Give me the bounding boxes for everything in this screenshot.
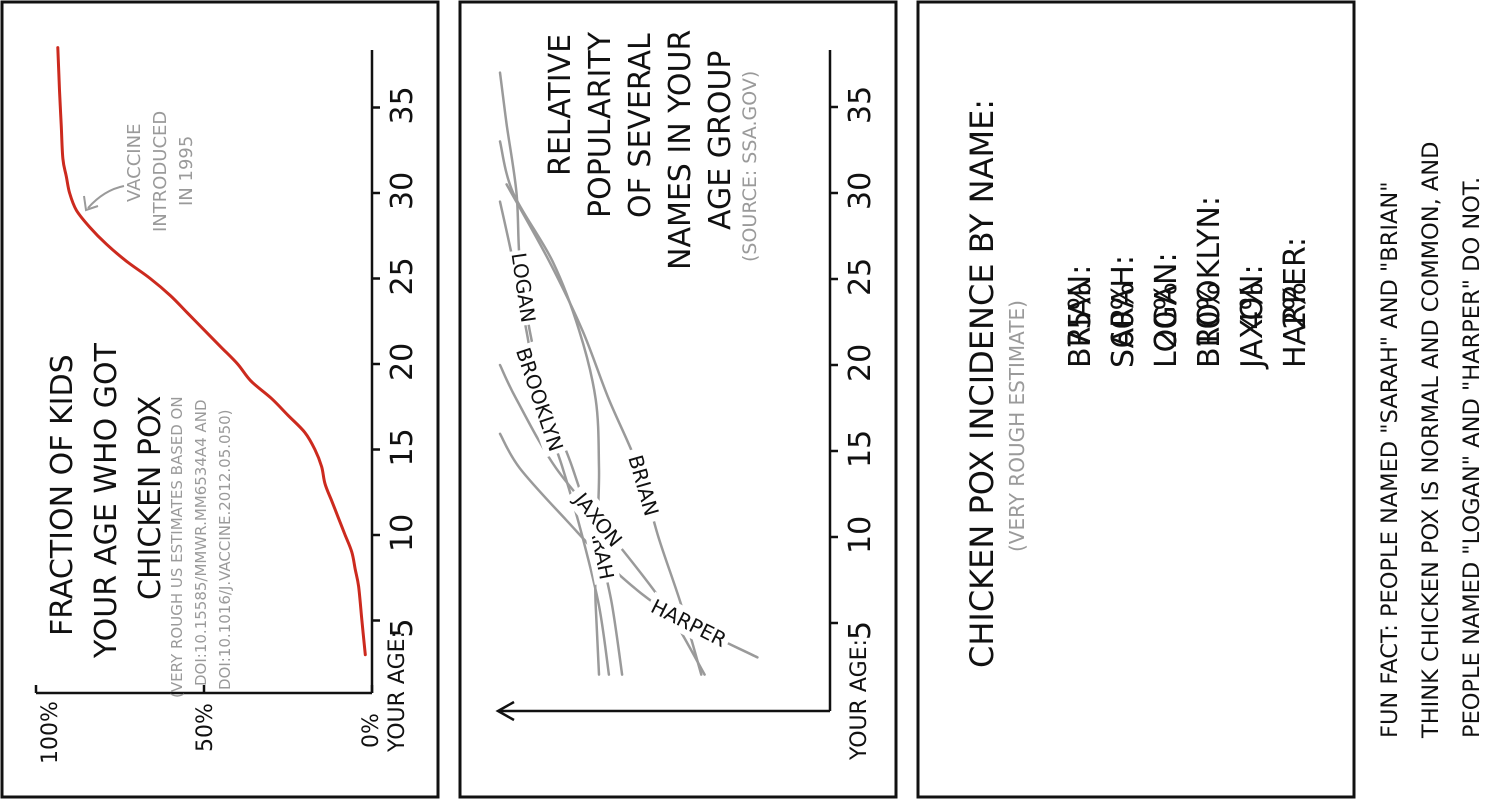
p3-rows: BRIAN:75% SARAH:60% LOGAN:20% BROOKLYN:10% J… xyxy=(1063,196,1313,370)
p1-annotation-line-1: VACCINE xyxy=(124,124,145,202)
fun-fact-line-3: PEOPLE NAMED "LOGAN" AND "HARPER" DO NOT… xyxy=(1459,177,1485,738)
panel-1: 5 10 15 20 25 30 35 0% 50% 100% YOUR AGE: FRAC… xyxy=(34,46,420,764)
p1-age-tick-label-30: 30 xyxy=(385,172,420,210)
p1-age-tick-label-35: 35 xyxy=(385,86,420,124)
p2-age-tick-label-35: 35 xyxy=(843,86,878,124)
p1-age-tick-label-15: 15 xyxy=(385,428,420,466)
p1-title-line-3: CHICKEN POX xyxy=(133,396,168,600)
p1-age-tick-label-5: 5 xyxy=(385,618,420,637)
p2-title-line-1: RELATIVE xyxy=(543,34,578,176)
p1-chickenpox-curve xyxy=(56,46,367,657)
p2-label-brooklyn: BROOKLYN xyxy=(509,341,571,458)
p2-age-tick-label-25: 25 xyxy=(843,258,878,296)
p3-row-name-4: JAXON: xyxy=(1235,264,1270,370)
p2-age-tick-label-20: 20 xyxy=(843,344,878,382)
p2-age-tick-label-30: 30 xyxy=(843,172,878,210)
fun-fact-line-2: THINK CHICKEN POX IS NORMAL AND COMMON, … xyxy=(1418,142,1444,739)
p3-row-value-3: 10% xyxy=(1192,282,1227,349)
p2-axis-label: YOUR AGE: xyxy=(847,639,872,761)
panel-1-frame xyxy=(0,0,440,799)
p2-label-bg-harper xyxy=(643,591,734,655)
p2-label-text-brian: BRIAN xyxy=(623,452,663,518)
p3-title: CHICKEN POX INCIDENCE BY NAME: xyxy=(963,99,1001,668)
p2-label-bg-logan xyxy=(505,248,542,327)
p3-row-name-0: BRIAN: xyxy=(1063,265,1098,368)
p1-axis-label: YOUR AGE: xyxy=(385,631,410,753)
p2-label-bg-brian xyxy=(620,445,667,526)
panel-3: CHICKEN POX INCIDENCE BY NAME: (VERY ROU… xyxy=(963,99,1313,668)
p1-age-tick-label-25: 25 xyxy=(385,257,420,295)
p3-row-value-1: 60% xyxy=(1106,282,1141,349)
p3-row-name-1: SARAH: xyxy=(1106,255,1141,368)
p2-ticks: 5 10 15 20 25 30 35 xyxy=(830,86,878,640)
p2-axis-arrowhead xyxy=(495,700,515,722)
fun-fact-line-1: FUN FACT: PEOPLE NAMED "SARAH" AND "BRIA… xyxy=(1377,181,1403,738)
p2-label-text-harper: HARPER xyxy=(647,594,730,652)
p3-row-name-3: BROOKLYN: xyxy=(1192,196,1227,368)
p3-subtitle: (VERY ROUGH ESTIMATE) xyxy=(1005,300,1029,552)
p2-label-bg-jaxon xyxy=(564,482,632,558)
p2-line-brian xyxy=(505,183,703,676)
p3-row-value-5: 2% xyxy=(1278,282,1313,330)
p2-title-line-2: POPULARITY xyxy=(583,31,618,218)
p2-title-line-4: NAMES IN YOUR xyxy=(663,30,698,270)
p2-label-brian: BRIAN xyxy=(620,445,667,526)
p1-annotation-arrow xyxy=(87,185,125,209)
p1-age-tick-label-10: 10 xyxy=(385,514,420,552)
p1-ytick-0: 0% xyxy=(359,713,384,748)
p1-note-line-2: DOI:10.15585/MMWR.MM6534A4 AND xyxy=(192,400,210,687)
p1-ytick-50: 50% xyxy=(193,703,218,752)
p1-title-line-2: YOUR AGE WHO GOT xyxy=(89,342,124,659)
p1-annotation-line-2: INTRODUCED xyxy=(150,111,171,232)
p1-annotation-line-3: IN 1995 xyxy=(176,136,197,206)
p2-age-tick-label-10: 10 xyxy=(843,516,878,554)
p1-annotation-arrowhead xyxy=(83,195,99,212)
fun-fact: FUN FACT: PEOPLE NAMED "SARAH" AND "BRIA… xyxy=(1377,142,1485,739)
p2-label-text-logan: LOGAN xyxy=(507,251,541,324)
p1-note-line-3: DOI:10.1016/J.VACCINE.2012.05.050) xyxy=(216,409,234,690)
p1-title-line-1: FRACTION OF KIDS xyxy=(45,354,80,636)
panel-2-frame xyxy=(458,0,898,799)
p2-title-line-3: OF SEVERAL xyxy=(623,33,658,218)
p3-row-value-0: 75% xyxy=(1063,282,1098,349)
panel-3-frame xyxy=(916,0,1356,799)
p1-note-line-1: (VERY ROUGH US ESTIMATES BASED ON xyxy=(168,396,186,698)
p3-row-name-5: HARPER: xyxy=(1278,237,1313,368)
p2-label-logan: LOGAN xyxy=(505,248,542,327)
p3-row-name-2: LOGAN: xyxy=(1149,252,1184,368)
p2-age-tick-label-5: 5 xyxy=(843,621,878,640)
p1-age-tick-label-20: 20 xyxy=(385,343,420,381)
p2-label-bg-brooklyn xyxy=(509,341,571,458)
p1-ytick-100: 100% xyxy=(38,701,63,764)
p3-row-value-2: 20% xyxy=(1149,282,1184,349)
p3-row-value-4: 4% xyxy=(1235,282,1270,330)
p1-ticks: 5 10 15 20 25 30 35 xyxy=(34,86,420,693)
p2-source: (SOURCE: SSA.GOV) xyxy=(739,71,761,262)
p2-age-tick-label-15: 15 xyxy=(843,430,878,468)
p2-line-sarah xyxy=(498,140,624,676)
p2-title-line-5: AGE GROUP xyxy=(703,51,738,231)
